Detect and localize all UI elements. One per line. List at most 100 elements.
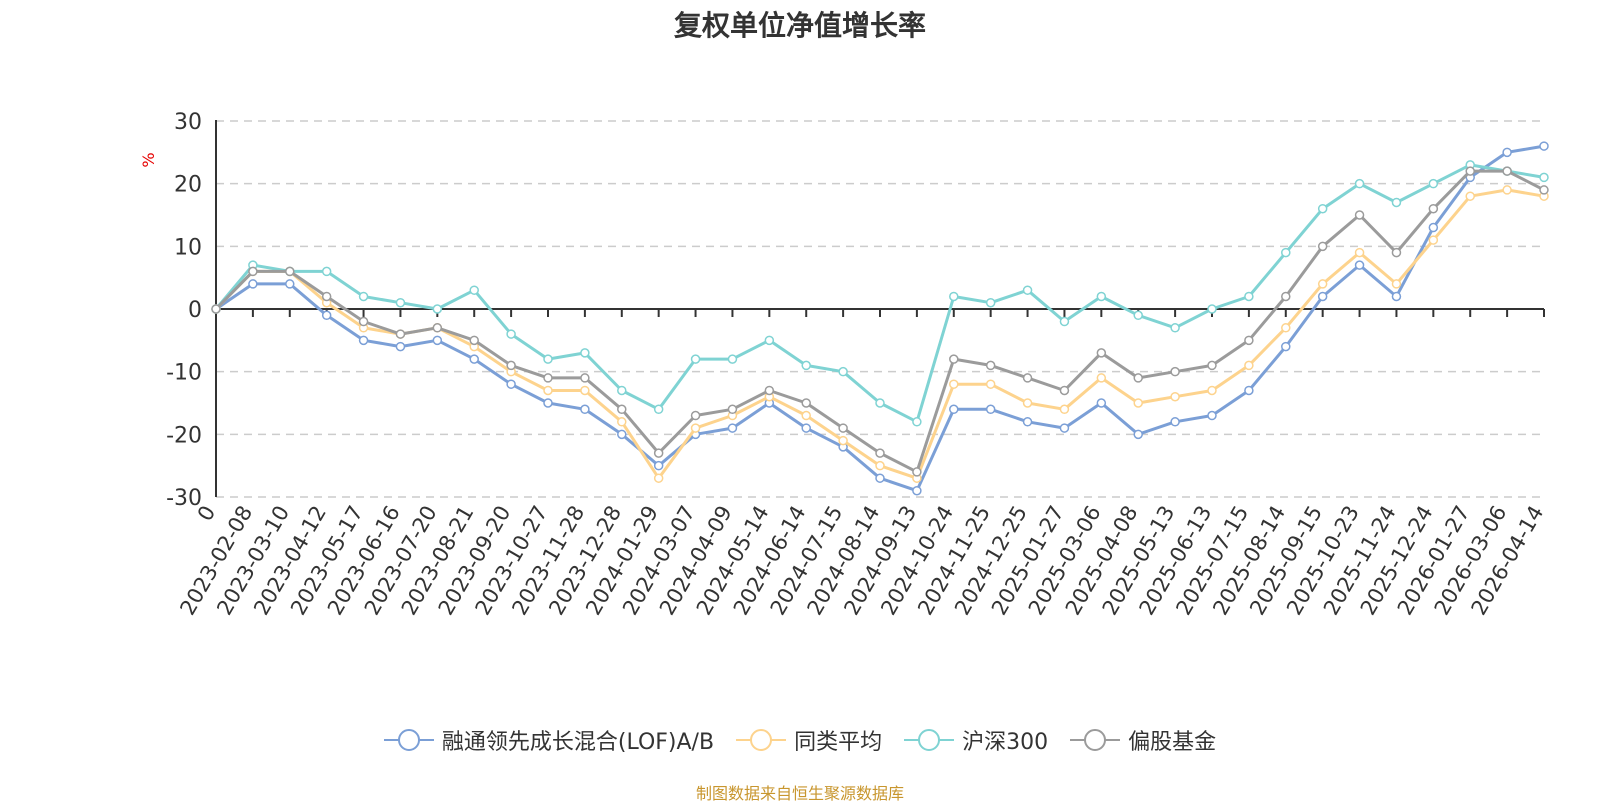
data-point — [1133, 310, 1143, 321]
data-point — [1539, 172, 1549, 183]
data-point — [469, 354, 479, 364]
data-point — [285, 266, 295, 277]
data-point — [985, 297, 996, 308]
data-point — [248, 279, 258, 289]
data-point — [1465, 191, 1475, 201]
data-point — [801, 360, 811, 371]
data-point — [727, 423, 738, 433]
data-point — [580, 373, 590, 383]
data-point — [1428, 178, 1439, 189]
data-point — [690, 354, 701, 364]
data-point — [1207, 410, 1217, 421]
data-point — [1059, 385, 1070, 396]
data-point — [949, 291, 959, 302]
axes: 3020100-10-20-3002023-02-082023-03-10202… — [166, 110, 1548, 619]
data-point — [1244, 385, 1254, 396]
data-point — [1133, 398, 1143, 408]
series-lines — [211, 141, 1549, 496]
data-point — [1096, 373, 1107, 383]
data-point — [1059, 404, 1070, 415]
data-point — [395, 329, 406, 339]
data-point — [395, 297, 406, 308]
data-point — [1317, 241, 1328, 252]
legend-label-peer-average: 同类平均 — [794, 730, 883, 755]
data-point — [1391, 279, 1402, 289]
data-point — [912, 485, 922, 496]
data-point — [617, 385, 627, 396]
data-point — [653, 404, 664, 415]
y-tick-label: 30 — [174, 110, 202, 135]
data-point — [1391, 197, 1402, 208]
data-point — [653, 460, 664, 471]
data-point — [985, 404, 996, 415]
data-point — [1170, 366, 1180, 377]
legend-label-fund: 融通领先成长混合(LOF)A/B — [441, 730, 715, 755]
data-point — [949, 354, 959, 364]
y-tick-label: 0 — [188, 298, 202, 323]
data-point — [1059, 423, 1070, 433]
data-point — [543, 398, 553, 408]
data-point — [358, 291, 369, 302]
data-point — [838, 435, 848, 446]
data-point — [1502, 185, 1512, 195]
data-point — [1096, 398, 1107, 408]
data-point — [580, 385, 590, 396]
data-point — [912, 467, 922, 477]
data-point — [1281, 291, 1291, 302]
data-point — [1428, 203, 1439, 214]
data-point — [1170, 391, 1180, 402]
legend-label-equity-fund: 偏股基金 — [1128, 730, 1217, 755]
data-point — [1391, 291, 1402, 302]
data-point — [801, 398, 811, 408]
data-point — [321, 266, 332, 277]
data-point — [1096, 291, 1107, 302]
data-point — [248, 266, 258, 277]
legend-item-fund[interactable]: 融通领先成长混合(LOF)A/B — [383, 724, 715, 756]
data-point — [1022, 398, 1033, 408]
y-tick-label: -20 — [166, 423, 202, 448]
legend-item-peer-average[interactable]: 同类平均 — [736, 724, 882, 756]
y-tick-label: -30 — [166, 486, 202, 511]
data-point — [1391, 247, 1402, 258]
data-point — [469, 285, 479, 295]
data-point — [1354, 260, 1365, 270]
legend-marker-csi300 — [904, 729, 955, 751]
data-point — [1170, 417, 1180, 427]
series-line-3 — [214, 169, 1545, 474]
data-point — [653, 473, 664, 483]
data-point — [1465, 166, 1475, 176]
data-point — [617, 404, 627, 415]
data-point — [1133, 429, 1143, 440]
data-point — [543, 373, 553, 383]
data-point — [1539, 185, 1549, 195]
data-point — [1244, 360, 1254, 371]
data-point — [321, 310, 332, 321]
data-point — [653, 448, 664, 458]
data-point — [1354, 247, 1365, 258]
data-point — [211, 304, 221, 314]
data-point — [985, 360, 996, 371]
data-point — [1244, 291, 1254, 302]
data-point — [1428, 235, 1439, 245]
data-point — [1317, 203, 1328, 214]
data-point — [1059, 316, 1070, 327]
data-point — [1022, 417, 1033, 427]
data-point — [875, 473, 885, 483]
legend-item-csi300[interactable]: 沪深300 — [904, 724, 1048, 756]
data-point — [985, 379, 996, 389]
data-point — [1354, 178, 1365, 189]
data-point — [801, 410, 811, 421]
data-point — [1539, 141, 1549, 151]
data-point — [617, 429, 627, 440]
data-point — [1207, 304, 1217, 314]
grid-lines — [216, 120, 1544, 498]
data-point — [764, 335, 775, 346]
data-point — [543, 354, 553, 364]
data-point — [432, 304, 443, 314]
data-point — [617, 417, 627, 427]
data-point — [1096, 348, 1107, 358]
data-point — [764, 385, 775, 396]
data-point — [1502, 147, 1512, 158]
legend-item-equity-fund[interactable]: 偏股基金 — [1070, 724, 1216, 756]
data-point — [543, 385, 553, 396]
